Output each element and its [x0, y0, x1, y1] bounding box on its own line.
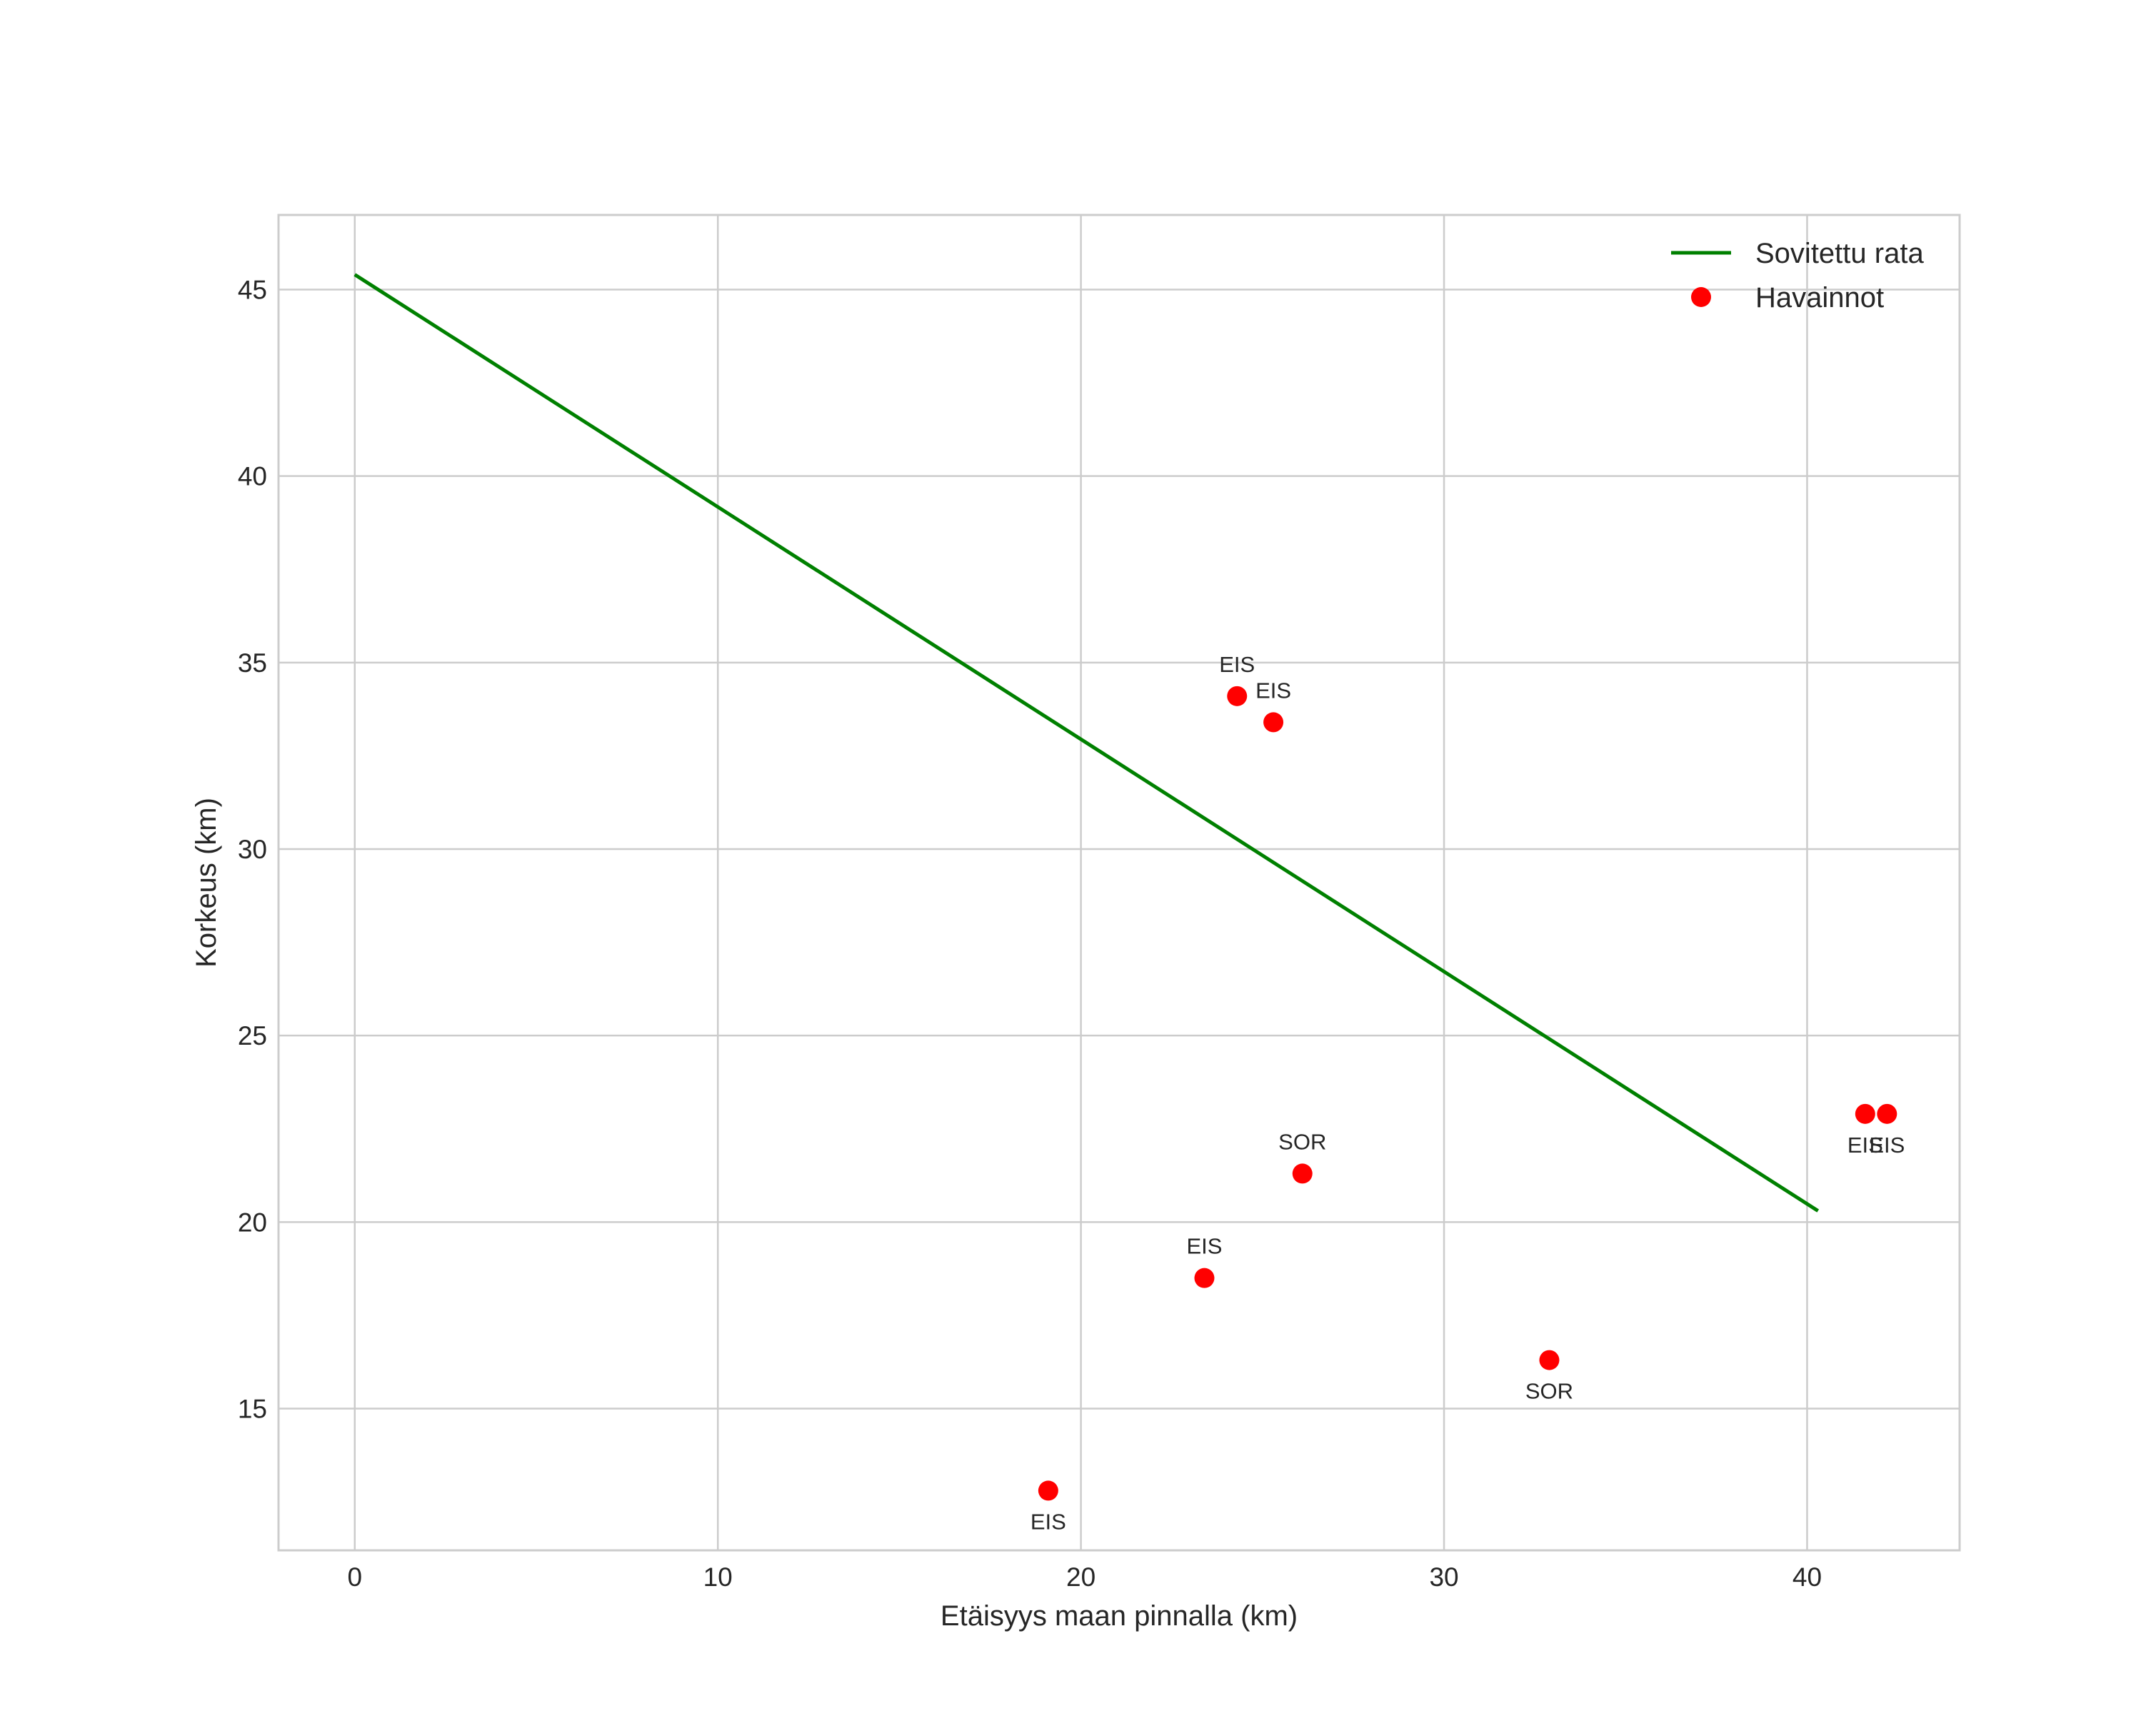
observation-point	[1877, 1103, 1897, 1124]
y-axis-label: Korkeus (km)	[191, 798, 222, 968]
fitted-trajectory-line	[354, 273, 1820, 1213]
ticks-layer: 0 10 20 30 40 15 20 25 30 35 40 45	[238, 275, 1822, 1592]
observation-label: SOR	[1278, 1129, 1326, 1154]
y-tick-label: 20	[238, 1208, 267, 1237]
grid-layer	[279, 215, 1960, 1550]
observation-point	[1292, 1163, 1313, 1184]
x-tick-label: 20	[1066, 1562, 1095, 1592]
observation-point	[1263, 712, 1284, 733]
observation-point	[1194, 1268, 1215, 1288]
x-tick-label: 0	[347, 1562, 362, 1592]
observation-label: EIS	[1031, 1509, 1066, 1534]
legend: Sovitettu rata Havainnot	[1671, 238, 1924, 313]
observation-point	[1855, 1103, 1875, 1124]
legend-label-line: Sovitettu rata	[1755, 238, 1924, 269]
legend-label-points: Havainnot	[1755, 282, 1884, 313]
y-tick-label: 35	[238, 648, 267, 678]
observation-label: EIS	[1186, 1234, 1222, 1259]
observation-label: EIS	[1255, 678, 1291, 703]
observation-label: EIS	[1847, 1133, 1883, 1158]
y-tick-label: 40	[238, 462, 267, 491]
y-tick-label: 25	[238, 1021, 267, 1050]
legend-point-swatch	[1691, 287, 1711, 307]
y-tick-label: 45	[238, 275, 267, 304]
observation-point	[1227, 686, 1248, 706]
x-tick-label: 30	[1429, 1562, 1458, 1592]
x-axis-label: Etäisyys maan pinnalla (km)	[941, 1600, 1298, 1632]
observation-label: EIS	[1219, 652, 1255, 677]
observation-point	[1038, 1480, 1058, 1501]
y-tick-label: 15	[238, 1395, 267, 1424]
observation-point	[1539, 1350, 1560, 1370]
observation-label: SOR	[1525, 1379, 1573, 1404]
x-tick-label: 10	[703, 1562, 733, 1592]
plot-frame	[277, 214, 1961, 1552]
y-tick-label: 30	[238, 835, 267, 864]
observation-label: EIS	[1869, 1133, 1905, 1158]
x-tick-label: 40	[1793, 1562, 1822, 1592]
